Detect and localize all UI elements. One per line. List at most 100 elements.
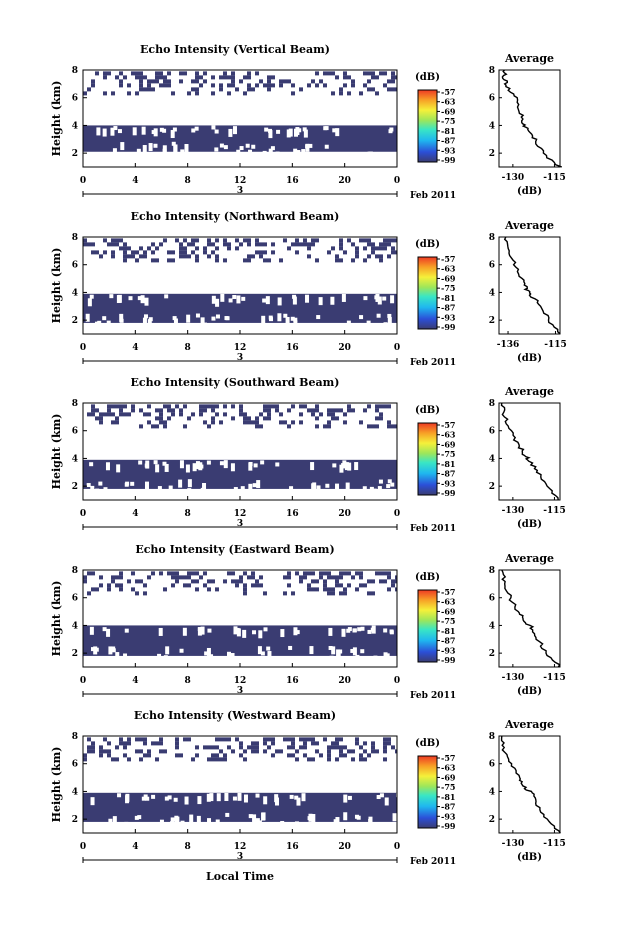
echo-cell xyxy=(155,741,159,746)
echo-gap xyxy=(289,486,294,491)
echo-cell xyxy=(311,579,315,584)
echo-cell xyxy=(307,83,311,88)
echo-cell xyxy=(391,246,395,251)
echo-cell xyxy=(363,583,367,588)
echo-cell xyxy=(223,71,227,76)
echo-gap xyxy=(292,296,297,305)
echo-cell xyxy=(115,242,119,247)
echo-gap xyxy=(172,316,177,321)
echo-cell xyxy=(183,250,187,255)
echo-gap xyxy=(162,148,167,157)
average-title: Average xyxy=(504,385,554,398)
echo-cell xyxy=(119,71,123,76)
echo-cell xyxy=(139,79,143,84)
echo-cell xyxy=(315,416,319,421)
average-x-tick-label: -115 xyxy=(543,839,566,849)
echo-cell xyxy=(143,583,147,588)
echo-cell xyxy=(163,75,167,80)
average-y-tick-label: 2 xyxy=(489,482,495,492)
echo-cell xyxy=(235,238,239,243)
echo-cell xyxy=(263,242,267,247)
echo-cell xyxy=(335,575,339,580)
echo-cell xyxy=(207,757,211,762)
echo-layer-group xyxy=(83,238,397,331)
echo-gap xyxy=(354,462,359,471)
echo-cell xyxy=(339,737,343,742)
echo-cell xyxy=(123,404,127,409)
x-tick-label: 12 xyxy=(234,676,247,686)
echo-gap xyxy=(252,483,257,488)
average-y-tick-label: 6 xyxy=(489,594,495,604)
echo-cell xyxy=(311,408,315,413)
panel-4: Echo Intensity (Westward Beam) 2 4 6 8 Height… xyxy=(50,709,566,867)
echo-cell xyxy=(327,250,331,255)
average-frame xyxy=(498,569,561,668)
echo-cell xyxy=(335,75,339,80)
echo-gap xyxy=(102,627,107,632)
echo-gap xyxy=(134,815,139,820)
echo-gap xyxy=(137,296,142,301)
echo-gap xyxy=(373,655,378,664)
echo-cell xyxy=(271,83,275,88)
echo-cell xyxy=(387,571,391,576)
echo-gap xyxy=(237,792,242,801)
echo-cell xyxy=(115,745,119,750)
echo-cell xyxy=(367,87,371,92)
echo-cell xyxy=(187,737,191,742)
echo-cell xyxy=(343,250,347,255)
echo-cell xyxy=(139,749,143,754)
average-profile-line xyxy=(500,735,561,834)
echo-gap xyxy=(262,298,267,303)
x-tick-label: 8 xyxy=(185,676,191,686)
echo-gap xyxy=(216,793,221,802)
echo-cell xyxy=(243,258,247,263)
echo-gap xyxy=(230,653,235,658)
echo-cell xyxy=(215,412,219,417)
echo-gap xyxy=(103,487,108,496)
echo-cell xyxy=(167,83,171,88)
echo-cell xyxy=(331,587,335,592)
echo-cell xyxy=(131,250,135,255)
x-tick-label: 16 xyxy=(286,676,299,686)
echo-cell xyxy=(183,737,187,742)
echo-cell xyxy=(379,71,383,76)
echo-gap xyxy=(267,651,272,660)
echo-cell xyxy=(219,749,223,754)
average-x-tick-label: -115 xyxy=(543,673,566,683)
echo-cell xyxy=(335,408,339,413)
x-tick-label: 20 xyxy=(338,676,351,686)
echo-cell xyxy=(323,583,327,588)
echo-gap xyxy=(331,646,336,655)
echo-cell xyxy=(271,737,275,742)
date-suffix: Feb 2011 xyxy=(410,691,456,701)
colorbar-unit: (dB) xyxy=(415,405,440,416)
echo-cell xyxy=(295,749,299,754)
echo-gap xyxy=(263,627,268,632)
echo-cell xyxy=(107,749,111,754)
echo-cell xyxy=(355,246,359,251)
echo-cell xyxy=(95,250,99,255)
colorbar-tick-label: -87 xyxy=(441,802,455,812)
echo-cell xyxy=(215,404,219,409)
echo-gap xyxy=(215,298,220,307)
echo-cell xyxy=(383,242,387,247)
echo-cell xyxy=(307,757,311,762)
echo-cell xyxy=(311,238,315,243)
echo-gap xyxy=(186,314,191,323)
echo-gap xyxy=(308,143,313,148)
echo-cell xyxy=(379,254,383,259)
colorbar-tick-label: -63 xyxy=(441,597,456,607)
echo-gap xyxy=(335,817,340,826)
echo-cell xyxy=(299,404,303,409)
echo-cell xyxy=(211,408,215,413)
echo-layer-group xyxy=(83,571,397,664)
echo-cell xyxy=(119,246,123,251)
echo-cell xyxy=(143,254,147,259)
echo-cell xyxy=(379,246,383,251)
echo-cell xyxy=(387,87,391,92)
echo-gap xyxy=(352,647,357,656)
echo-cell xyxy=(327,420,331,425)
echo-cell xyxy=(303,242,307,247)
echo-cell xyxy=(375,408,379,413)
echo-cell xyxy=(131,71,135,76)
